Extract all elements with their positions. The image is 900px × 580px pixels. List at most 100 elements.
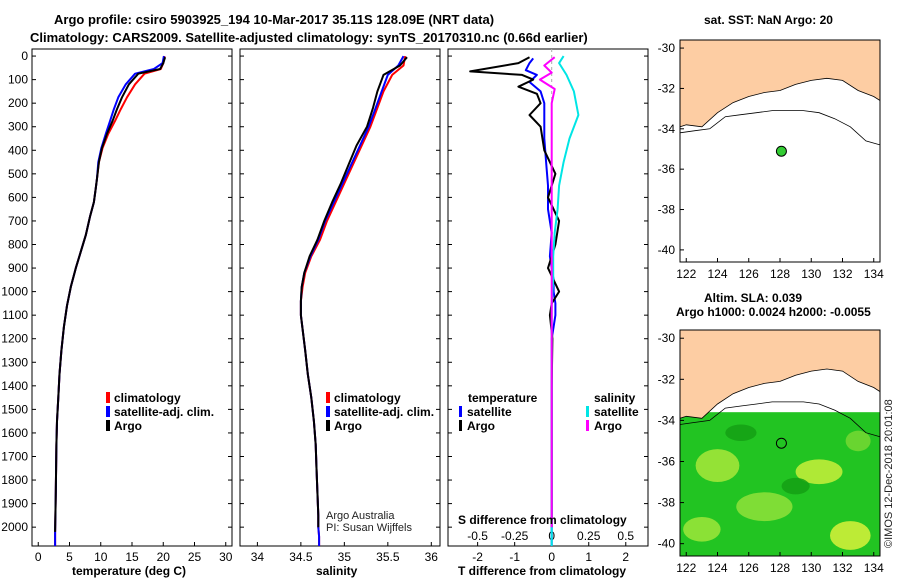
- lat-tick-label: -40: [658, 537, 676, 551]
- legend-t-satellite: satellite: [467, 405, 512, 419]
- sla-anomaly: [781, 477, 810, 495]
- lon-tick-label: 124: [707, 561, 727, 575]
- x-tick-label: 30: [219, 550, 233, 564]
- legend-s-argo-marker: [586, 420, 589, 431]
- depth-tick-label: 1600: [1, 426, 28, 440]
- legend-t-argo: Argo: [467, 419, 495, 433]
- sst-map-title: sat. SST: NaN Argo: 20: [704, 13, 833, 27]
- temperature-panel: 0100200300400500600700800900100011001200…: [1, 48, 233, 578]
- x-tick-label: 25: [188, 550, 202, 564]
- legend-argo: Argo: [334, 419, 362, 433]
- x-tick-label: 34.5: [289, 550, 313, 564]
- depth-tick-label: 1300: [1, 355, 28, 369]
- series-s-argo: [538, 56, 556, 528]
- depth-tick-label: 700: [8, 214, 28, 228]
- lat-tick-label: -32: [658, 81, 676, 95]
- sla-map-title2: Argo h1000: 0.0024 h2000: -0.0055: [676, 305, 871, 319]
- salinity-panel: 34 34.5 35 35.5 36 climatology satellite-adj…: [239, 48, 441, 578]
- x-tick-label: 10: [94, 550, 108, 564]
- sla-map-title1: Altim. SLA: 0.039: [704, 291, 802, 305]
- series-argo: [299, 56, 408, 528]
- sla-anomaly: [683, 516, 721, 542]
- s-difference-label: S difference from climatology: [458, 513, 627, 527]
- difference-axes: [447, 48, 649, 547]
- shelf-contour: [679, 110, 881, 146]
- lat-tick-label: -38: [658, 203, 676, 217]
- temperature-legend: climatology satellite-adj. clim. Argo: [106, 391, 214, 433]
- depth-tick-label: 400: [8, 143, 28, 157]
- t-tick-label: 2: [622, 550, 629, 564]
- lon-tick-label: 122: [676, 267, 696, 281]
- sst-map-body: 122 124 126 128 130 132 134 -30 -32 -34 -36 -38 -40: [658, 39, 884, 281]
- legend-salinity-title: salinity: [594, 391, 636, 405]
- salinity-axes: [239, 48, 441, 547]
- lat-tick-label: -34: [658, 122, 676, 136]
- float-location: [775, 437, 787, 449]
- lat-tick-label: -30: [658, 331, 676, 345]
- lon-tick-label: 130: [801, 561, 821, 575]
- legend-satellite-marker: [326, 406, 330, 417]
- depth-tick-label: 1000: [1, 285, 28, 299]
- x-tick-label: 34: [251, 550, 265, 564]
- x-tick-label: 35: [338, 550, 352, 564]
- legend-climatology-marker: [106, 392, 110, 403]
- sla-anomaly: [845, 430, 871, 452]
- depth-tick-label: 1900: [1, 497, 28, 511]
- sla-map: Altim. SLA: 0.039 Argo h1000: 0.0024 h20…: [658, 291, 884, 575]
- x-tick-label: 5: [66, 550, 73, 564]
- sla-map-body: 122 124 126 128 130 132 134 -30 -32 -34 -36 -38 -40: [658, 329, 884, 575]
- lon-tick-label: 130: [801, 267, 821, 281]
- lon-tick-label: 128: [770, 267, 790, 281]
- lon-tick-label: 126: [739, 561, 759, 575]
- legend-satellite: satellite-adj. clim.: [114, 405, 214, 419]
- legend-climatology-marker: [326, 392, 330, 403]
- depth-tick-label: 2000: [1, 520, 28, 534]
- salinity-legend: climatology satellite-adj. clim. Argo: [326, 391, 434, 433]
- sla-anomaly: [795, 459, 843, 485]
- float-location: [775, 145, 787, 157]
- australia-land: [679, 329, 881, 419]
- legend-argo-marker: [326, 420, 330, 431]
- s-tick-label: 0.25: [577, 529, 601, 543]
- depth-tick-labels: 0 100 200 300 400 500 600 700 800 900 1000 1100 1200…: [1, 49, 28, 534]
- salinity-ticks: 34 34.5 35 35.5 36: [240, 55, 440, 564]
- legend-s-satellite: satellite: [594, 405, 639, 419]
- depth-tick-label: 1400: [1, 379, 28, 393]
- depth-tick-label: 1100: [2, 308, 28, 322]
- depth-tick-label: 900: [8, 261, 28, 275]
- t-tick-label: 0: [548, 550, 555, 564]
- sst-map: sat. SST: NaN Argo: 20 122 124 126 128 130 13…: [658, 13, 884, 281]
- lat-tick-label: -34: [658, 413, 676, 427]
- series-argo: [54, 56, 167, 532]
- temperature-ticks: 0 5 10 15 20 25 30: [32, 55, 233, 564]
- sla-anomaly: [695, 449, 740, 483]
- salinity-lines: [299, 55, 408, 546]
- legend-temperature-title: temperature: [468, 391, 538, 405]
- depth-tick-label: 600: [8, 190, 28, 204]
- depth-tick-label: 500: [8, 167, 28, 181]
- lat-tick-label: -32: [658, 372, 676, 386]
- depth-tick-label: 1800: [1, 473, 28, 487]
- pi-text: PI: Susan Wijffels: [326, 522, 412, 534]
- depth-tick-label: 1700: [1, 449, 28, 463]
- temperature-axes: [31, 48, 233, 547]
- lat-tick-label: -30: [658, 41, 676, 55]
- lon-tick-label: 124: [707, 267, 727, 281]
- x-tick-label: 35.5: [376, 550, 400, 564]
- lat-tick-label: -40: [658, 243, 676, 257]
- legend-satellite-marker: [106, 406, 110, 417]
- lon-tick-label: 132: [832, 561, 852, 575]
- depth-tick-label: 800: [8, 238, 28, 252]
- depth-tick-label: 1500: [1, 402, 28, 416]
- difference-legend: temperature salinity satellite Argo sate…: [459, 391, 639, 433]
- t-tick-label: -1: [509, 550, 520, 564]
- legend-t-argo-marker: [459, 420, 462, 431]
- shelf-contour: [679, 401, 881, 438]
- title-line2: Climatology: CARS2009. Satellite-adjuste…: [30, 30, 588, 45]
- credit-text: Argo Australia: [326, 510, 395, 522]
- depth-tick-label: 1200: [1, 332, 28, 346]
- t-tick-label: -2: [472, 550, 483, 564]
- x-tick-label: 36: [425, 550, 439, 564]
